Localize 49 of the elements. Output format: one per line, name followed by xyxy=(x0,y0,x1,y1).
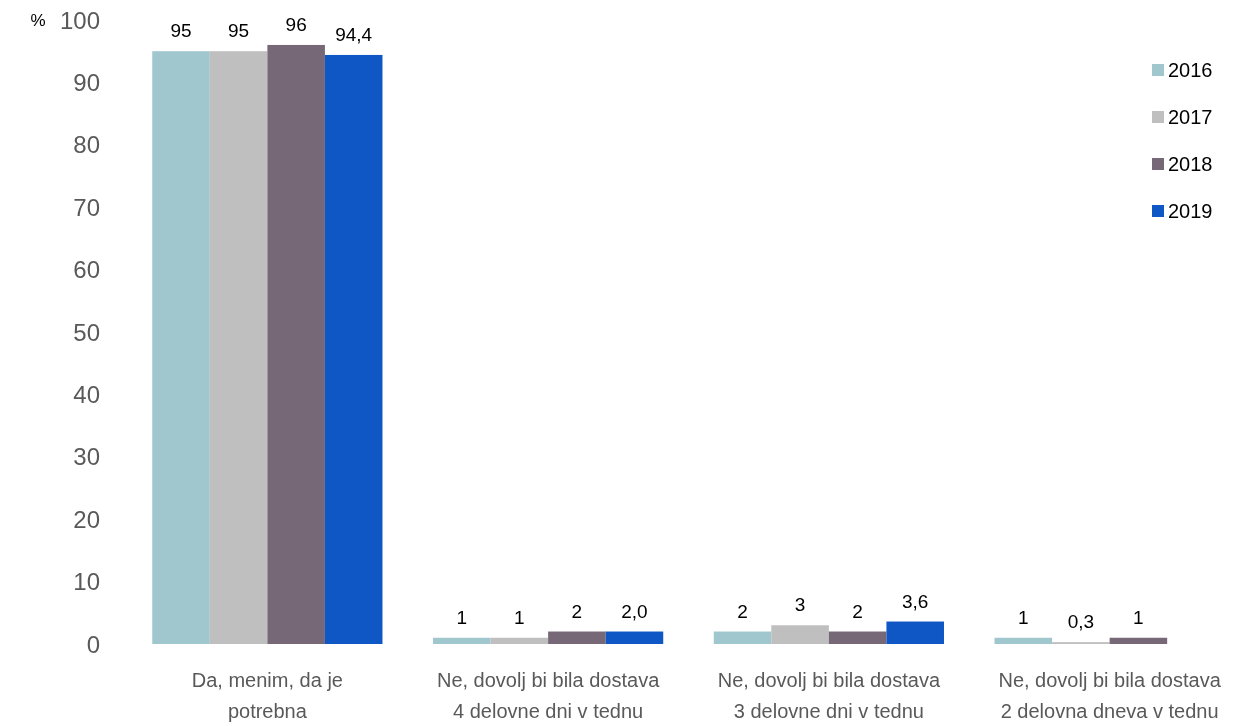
x-tick-label: Ne, dovolj bi bila dostava 4 delovne dni v tednu xyxy=(436,669,661,722)
bar xyxy=(771,625,829,644)
data-label: 95 xyxy=(170,20,192,42)
y-axis-title: % xyxy=(30,10,46,30)
bar xyxy=(886,621,944,644)
y-tick-label: 100 xyxy=(59,6,100,34)
bar xyxy=(490,637,549,644)
data-label: 1 xyxy=(514,606,525,628)
legend-label: 2018 xyxy=(1168,153,1213,175)
y-tick-label: 30 xyxy=(73,443,100,471)
bar xyxy=(548,631,606,644)
y-tick-label: 80 xyxy=(73,131,100,159)
data-label: 3,6 xyxy=(901,590,929,612)
data-label: 2 xyxy=(737,600,748,622)
bar xyxy=(324,54,383,644)
legend-label: 2019 xyxy=(1168,200,1213,222)
y-tick-label: 90 xyxy=(73,68,100,96)
y-tick-label: 70 xyxy=(73,193,100,221)
bar xyxy=(713,631,772,644)
bar xyxy=(433,637,491,644)
y-tick-label: 0 xyxy=(86,630,100,658)
bar xyxy=(267,44,325,644)
data-label: 1 xyxy=(456,606,468,628)
y-tick-label: 40 xyxy=(73,380,100,408)
legend-label: 2016 xyxy=(1168,59,1213,81)
data-label: 1 xyxy=(1133,606,1144,628)
y-tick-label: 10 xyxy=(73,568,100,596)
bar xyxy=(152,51,210,644)
y-tick-label: 50 xyxy=(73,318,100,346)
data-label: 2 xyxy=(852,600,863,622)
y-tick-label: 20 xyxy=(73,505,100,533)
data-label: 96 xyxy=(285,13,307,35)
data-label: 0,3 xyxy=(1067,611,1095,633)
bar xyxy=(828,631,887,644)
data-label: 1 xyxy=(1018,606,1029,628)
bar xyxy=(209,51,268,644)
bar xyxy=(605,631,664,644)
bar xyxy=(1109,637,1168,644)
x-tick-label: Da, menim, da je potrebna xyxy=(191,669,343,722)
data-label: 3 xyxy=(794,594,806,616)
data-label: 2,0 xyxy=(621,600,648,622)
data-label: 95 xyxy=(228,20,250,42)
data-label: 94,4 xyxy=(335,23,373,45)
x-tick-label: Ne, dovolj bi bila dostava 2 delovna dneva v tednu xyxy=(998,669,1222,722)
data-label: 2 xyxy=(571,600,583,622)
y-tick-label: 60 xyxy=(73,256,100,284)
bar xyxy=(994,637,1053,644)
legend-label: 2017 xyxy=(1168,106,1213,128)
x-tick-label: Ne, dovolj bi bila dostava 3 delovne dni v tednu xyxy=(717,669,941,722)
